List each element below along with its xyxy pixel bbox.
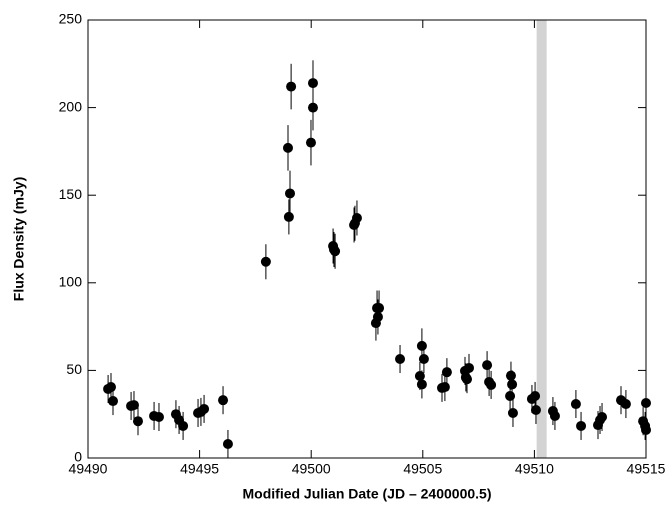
data-point	[218, 395, 229, 406]
data-point	[305, 137, 316, 148]
y-tick-label: 50	[66, 361, 82, 377]
y-tick-label: 150	[59, 186, 83, 202]
data-point	[507, 379, 518, 390]
x-tick-label: 49510	[515, 461, 554, 477]
data-point	[307, 78, 318, 89]
data-point	[395, 354, 406, 365]
y-axis-label: Flux Density (mJy)	[11, 177, 27, 301]
data-point	[414, 371, 425, 382]
data-point	[507, 407, 518, 418]
plot-frame	[87, 19, 647, 459]
data-point	[530, 390, 541, 401]
data-point	[416, 340, 427, 351]
y-tick-label: 250	[59, 11, 83, 27]
x-tick-label: 49490	[69, 461, 108, 477]
data-point	[441, 367, 452, 378]
data-point	[576, 420, 587, 431]
data-point	[570, 399, 581, 410]
data-point	[282, 142, 293, 153]
data-point	[330, 246, 341, 257]
data-point	[418, 354, 429, 365]
data-point	[505, 370, 516, 381]
data-point	[530, 404, 541, 415]
shaded-band	[536, 20, 547, 458]
data-point	[307, 102, 318, 113]
data-point	[105, 382, 116, 393]
data-point	[549, 410, 560, 421]
data-point	[597, 412, 608, 423]
x-tick-label: 49515	[627, 461, 666, 477]
data-point	[482, 360, 493, 371]
data-point	[641, 397, 651, 408]
data-point	[464, 362, 475, 373]
data-point	[284, 188, 295, 199]
data-point	[505, 390, 516, 401]
y-tick-label: 0	[74, 449, 82, 465]
x-tick-label: 49505	[403, 461, 442, 477]
data-point	[351, 212, 362, 223]
data-point	[153, 412, 164, 423]
data-point	[286, 81, 297, 92]
y-tick-label: 200	[59, 98, 83, 114]
y-tick-label: 100	[59, 274, 83, 290]
data-point	[620, 399, 631, 410]
data-point	[416, 379, 427, 390]
data-point	[199, 403, 210, 414]
data-point	[372, 311, 383, 322]
data-point	[178, 420, 189, 431]
data-point	[128, 400, 139, 411]
data-point	[439, 382, 450, 393]
data-point	[486, 379, 497, 390]
data-point	[260, 256, 271, 267]
x-tick-label: 49500	[292, 461, 331, 477]
data-point	[461, 374, 472, 385]
x-axis-label: Modified Julian Date (JD – 2400000.5)	[243, 486, 492, 502]
data-point	[374, 303, 385, 314]
data-point	[222, 438, 233, 449]
data-point	[107, 396, 118, 407]
data-point	[641, 424, 651, 435]
data-point	[283, 211, 294, 222]
x-tick-label: 49495	[180, 461, 219, 477]
data-point	[132, 416, 143, 427]
